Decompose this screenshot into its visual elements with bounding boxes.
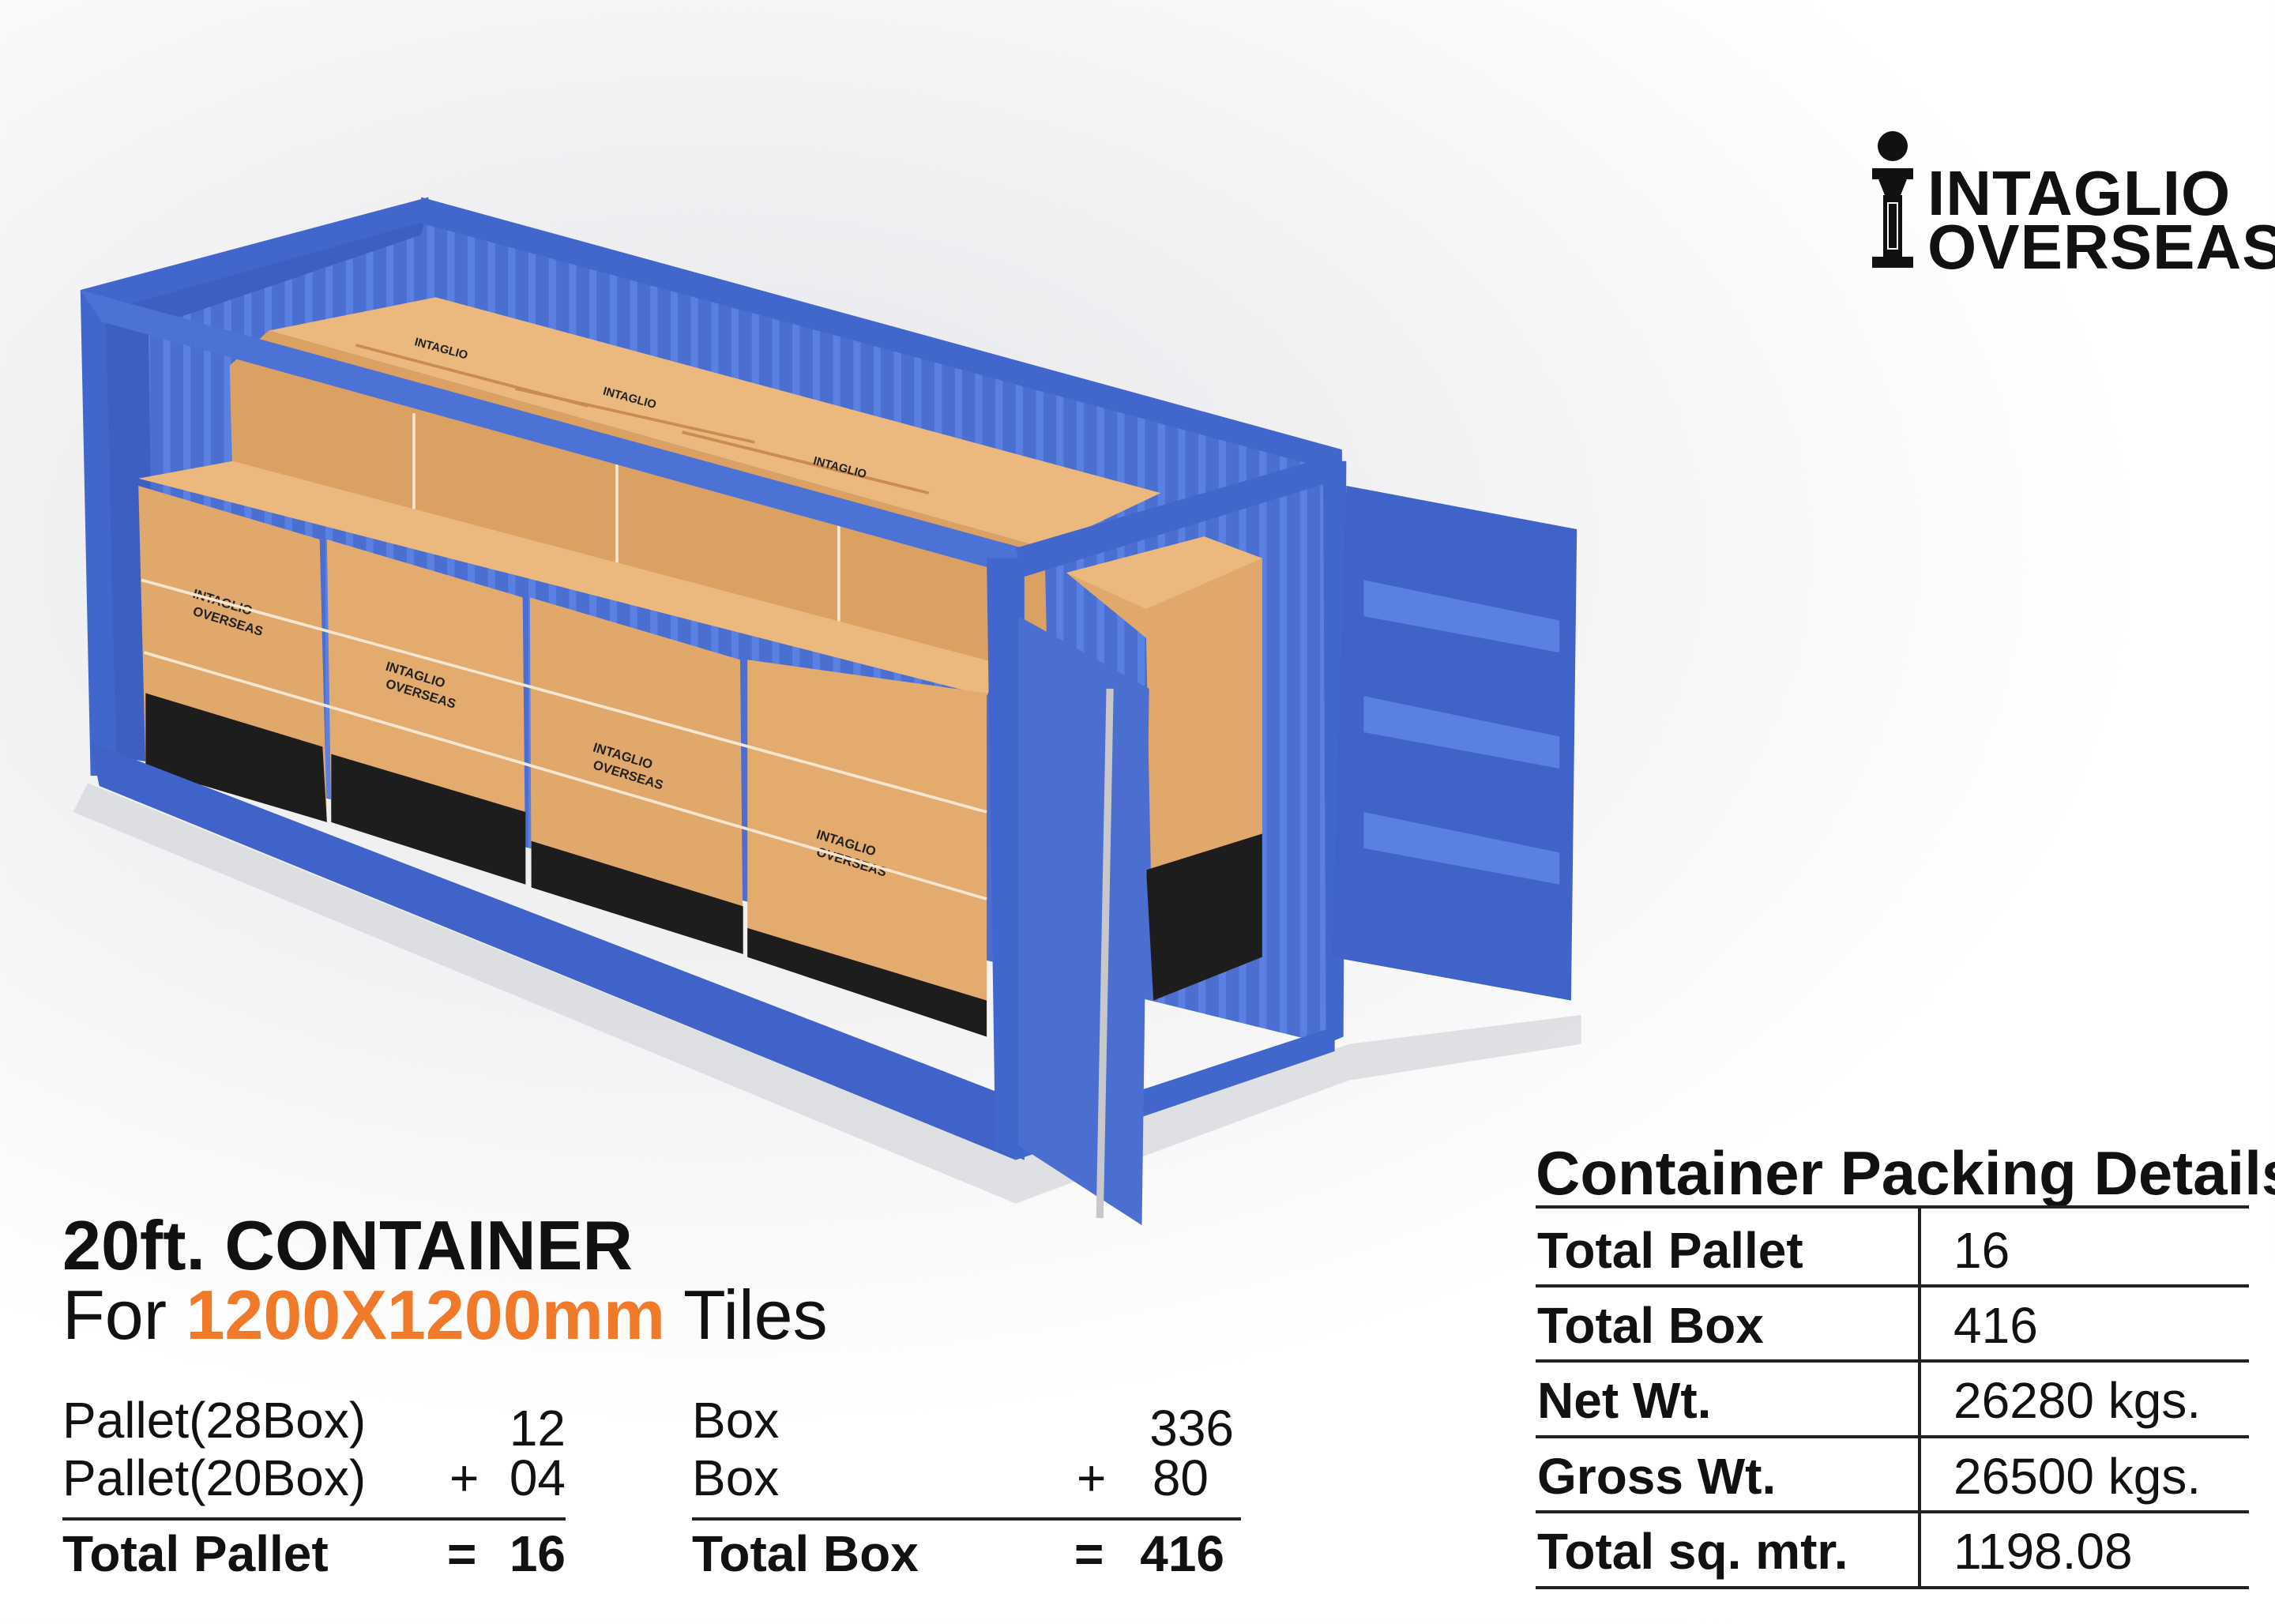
page-title: 20ft. CONTAINER: [62, 1206, 633, 1284]
calc-operator: +: [449, 1449, 479, 1506]
divider: [1536, 1359, 2249, 1363]
calc-label: Pallet(20Box): [62, 1449, 367, 1506]
row-value: 26500 kgs.: [1953, 1448, 2202, 1505]
calc-label: Box: [692, 1449, 780, 1506]
calc-label: Pallet(28Box): [62, 1392, 367, 1449]
column-divider: [1918, 1207, 1921, 1589]
row-label: Total Box: [1537, 1297, 1764, 1354]
divider: [692, 1517, 1241, 1521]
divider: [1536, 1205, 2249, 1209]
carton: INTAGLIO OVERSEAS: [138, 485, 327, 822]
carton: INTAGLIO OVERSEAS: [529, 597, 743, 954]
calc-operator: =: [447, 1525, 477, 1582]
calc-value: 80: [1152, 1449, 1209, 1506]
pillar-i-logo-icon: [1872, 131, 1913, 268]
divider: [1536, 1586, 2249, 1589]
right-door: [1331, 485, 1577, 1001]
calc-operator: +: [1077, 1449, 1107, 1506]
tile-size-highlight: 1200X1200mm: [186, 1276, 666, 1354]
row-label: Gross Wt.: [1537, 1448, 1777, 1505]
row-value: 16: [1953, 1222, 2010, 1279]
row-value: 26280 kgs.: [1953, 1372, 2202, 1429]
upper-carton-tier: INTAGLIO INTAGLIO INTAGLIO: [229, 297, 1161, 682]
subtitle-suffix: Tiles: [683, 1276, 828, 1354]
divider: [1536, 1510, 2249, 1513]
divider: [1536, 1284, 2249, 1288]
calc-label: Box: [692, 1392, 780, 1449]
divider: [1536, 1435, 2249, 1438]
row-label: Total Pallet: [1537, 1222, 1803, 1279]
floor-shadow: [73, 783, 1581, 1204]
left-door: [1018, 616, 1149, 1226]
brand-logo: INTAGLIO OVERSEAS: [1871, 130, 2275, 279]
calc-value: 04: [509, 1449, 566, 1506]
calc-value: 12: [509, 1400, 566, 1457]
row-value: 416: [1953, 1297, 2038, 1354]
calc-operator: =: [1074, 1525, 1104, 1582]
table-title: Container Packing Details: [1536, 1138, 2275, 1208]
end-carton-stack: [1066, 536, 1262, 1001]
calc-total-label: Total Box: [692, 1525, 919, 1582]
logo-line-2: OVERSEAS: [1927, 212, 2275, 282]
front-carton-tier: INTAGLIO OVERSEAS INTAGLIO OVERSEAS INTA…: [138, 461, 1002, 1037]
calc-value: 336: [1149, 1400, 1234, 1457]
subtitle-prefix: For: [62, 1276, 167, 1354]
carton: INTAGLIO OVERSEAS: [326, 539, 526, 885]
calc-total-value: 16: [509, 1525, 566, 1582]
row-value: 1198.08: [1953, 1523, 2133, 1580]
divider: [62, 1517, 566, 1521]
row-label: Total sq. mtr.: [1537, 1523, 1848, 1580]
logo-line-1: INTAGLIO: [1927, 158, 2232, 228]
page-subtitle: For 1200X1200mm Tiles: [62, 1280, 828, 1350]
carton: INTAGLIO OVERSEAS: [747, 660, 987, 1037]
calc-total-value: 416: [1140, 1525, 1224, 1582]
row-label: Net Wt.: [1537, 1372, 1712, 1429]
calc-total-label: Total Pallet: [62, 1525, 329, 1582]
container-left-end-wall: [87, 203, 429, 763]
